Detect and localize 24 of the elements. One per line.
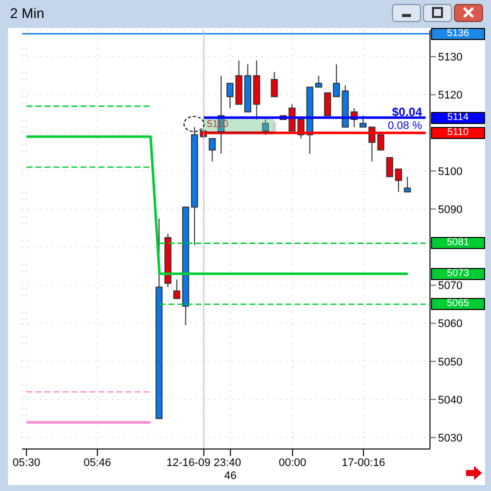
- y-tick-label: 5050: [438, 356, 462, 368]
- text: 5065: [431, 298, 485, 310]
- y-tick-label: 5070: [438, 280, 462, 292]
- x-tick-label: 46: [224, 470, 237, 482]
- text: 5114: [431, 112, 485, 124]
- text: 5073: [431, 268, 485, 280]
- text: 5110: [431, 126, 485, 139]
- annotation: 0.08 %: [388, 120, 422, 132]
- x-tick-label: 12-16-09 23:40: [166, 457, 242, 469]
- y-tick-label: 5030: [438, 432, 462, 444]
- chart-title: 2 Min: [10, 5, 44, 21]
- y-tick-label: 5090: [438, 204, 462, 216]
- y-tick-label: 5130: [438, 52, 462, 64]
- x-tick-label: 05:30: [12, 457, 40, 469]
- annotation: $0.04: [392, 105, 422, 119]
- x-tick-label: 00:00: [278, 457, 306, 469]
- y-tick-label: 5100: [438, 166, 462, 178]
- text: 5081: [431, 237, 485, 250]
- x-tick-label: 17-00:16: [342, 457, 386, 469]
- y-tick-label: 5040: [438, 394, 462, 406]
- y-tick-label: 5120: [438, 90, 462, 102]
- x-tick-label: 05:46: [84, 457, 112, 469]
- y-tick-label: 5060: [438, 318, 462, 330]
- ref-line-label: 5136: [431, 28, 485, 40]
